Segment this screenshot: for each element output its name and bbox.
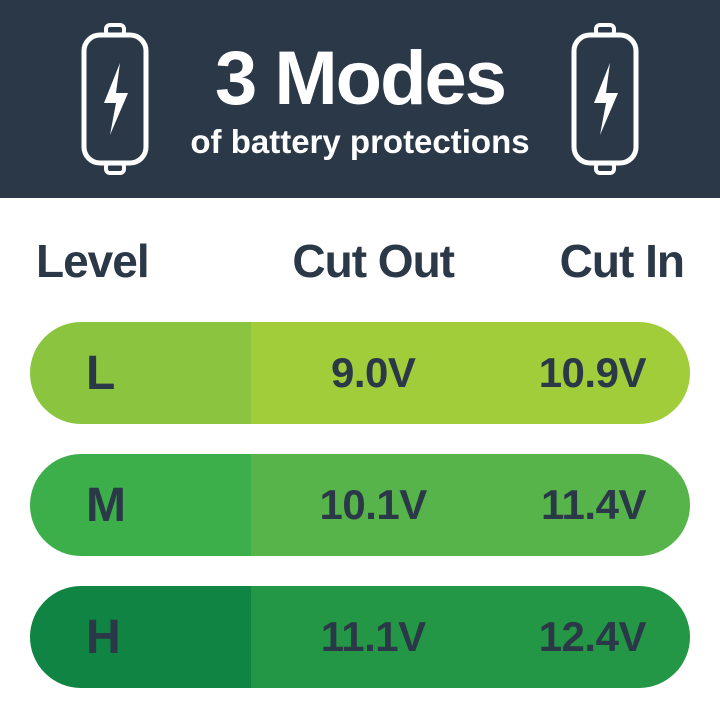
cell-cutin: 12.4V: [495, 586, 690, 688]
battery-icon-left: [78, 23, 152, 175]
cell-cutout: 11.1V: [251, 586, 495, 688]
battery-icon-right: [568, 23, 642, 175]
table-row: H 11.1V 12.4V: [30, 586, 690, 688]
cell-cutout: 9.0V: [251, 322, 495, 424]
header-title-sub: of battery protections: [190, 125, 529, 160]
cell-cutin: 10.9V: [495, 322, 690, 424]
cell-level: L: [30, 322, 251, 424]
col-header-cutout: Cut Out: [251, 234, 495, 288]
cell-cutout: 10.1V: [251, 454, 495, 556]
header-title-group: 3 Modes of battery protections: [190, 39, 529, 159]
col-header-cutin: Cut In: [495, 234, 690, 288]
battery-bolt-icon: [568, 23, 642, 175]
battery-bolt-icon: [78, 23, 152, 175]
header-title-main: 3 Modes: [190, 39, 529, 119]
cell-level: H: [30, 586, 251, 688]
table-row: L 9.0V 10.9V: [30, 322, 690, 424]
col-header-level: Level: [30, 234, 251, 288]
table-header-row: Level Cut Out Cut In: [30, 234, 690, 288]
cell-cutin: 11.4V: [495, 454, 690, 556]
header-banner: 3 Modes of battery protections: [0, 0, 720, 198]
table-row: M 10.1V 11.4V: [30, 454, 690, 556]
modes-table: Level Cut Out Cut In L 9.0V 10.9V M 10.1…: [0, 198, 720, 688]
cell-level: M: [30, 454, 251, 556]
